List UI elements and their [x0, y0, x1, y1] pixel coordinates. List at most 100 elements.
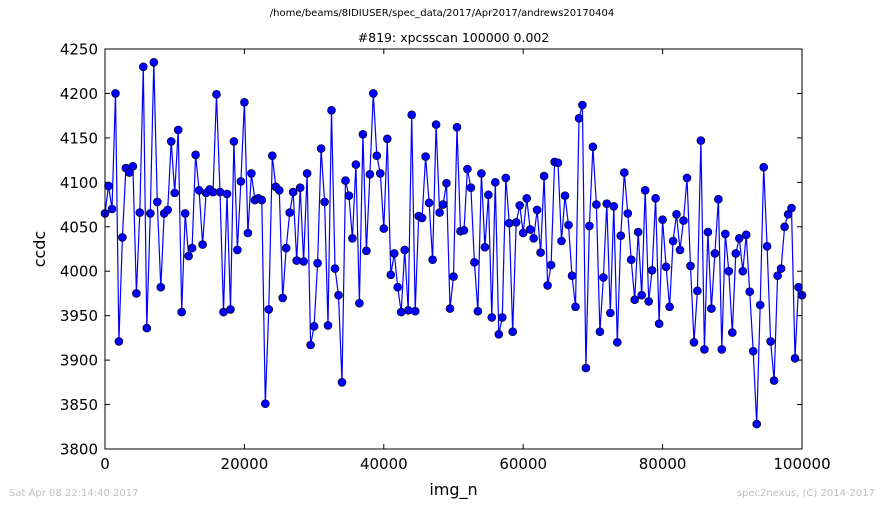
data-point	[466, 183, 476, 192]
data-point	[769, 376, 779, 385]
data-point	[355, 298, 364, 308]
data-point	[348, 234, 357, 243]
data-point	[407, 110, 417, 120]
data-point	[421, 152, 430, 161]
data-point	[755, 300, 765, 310]
data-point	[389, 249, 399, 258]
data-point	[379, 224, 389, 233]
data-point	[156, 282, 166, 292]
data-point	[139, 62, 148, 72]
data-point	[609, 202, 619, 211]
data-point	[118, 233, 127, 242]
data-point	[741, 230, 751, 240]
data-point	[557, 236, 566, 246]
data-point	[177, 307, 186, 317]
data-point	[240, 98, 249, 107]
chart-marks	[100, 57, 807, 429]
data-point	[571, 302, 580, 312]
data-point	[490, 178, 500, 187]
data-point	[585, 221, 594, 231]
data-point	[616, 231, 626, 240]
data-point	[323, 321, 333, 330]
data-point	[633, 227, 643, 237]
data-point	[281, 243, 291, 253]
data-point	[745, 287, 755, 297]
data-point	[463, 164, 472, 174]
data-point	[306, 340, 315, 350]
x-tick-label: 60000	[499, 455, 547, 473]
data-point	[316, 144, 326, 153]
data-point	[654, 319, 664, 329]
data-point	[703, 227, 713, 237]
data-point	[477, 169, 486, 178]
data-point	[198, 240, 207, 249]
data-point	[128, 162, 138, 171]
plot-frame	[104, 48, 803, 450]
data-point	[372, 151, 382, 160]
data-point	[693, 286, 702, 296]
data-point	[717, 345, 727, 354]
data-point	[149, 57, 159, 67]
data-point	[525, 225, 535, 234]
data-point	[431, 120, 441, 129]
data-point	[501, 173, 511, 183]
data-point	[424, 198, 434, 208]
data-point	[640, 186, 650, 195]
data-point	[222, 189, 232, 199]
data-point	[104, 181, 113, 191]
axis-ticks: 0 20000 40000 60000 80000 100000 3800 3850 3900 3…	[60, 41, 831, 474]
figure-suptitle: /home/beams/8IDIUSER/spec_data/2017/Apr2…	[269, 8, 615, 19]
data-point	[396, 307, 406, 317]
data-point	[153, 197, 162, 207]
data-point	[578, 100, 587, 110]
data-point	[320, 197, 329, 207]
data-point	[428, 255, 437, 265]
data-point	[484, 190, 493, 200]
data-point	[212, 90, 221, 99]
data-point	[435, 208, 444, 217]
data-point	[313, 258, 322, 268]
y-tick-label: 3850	[60, 396, 98, 414]
data-point	[497, 313, 507, 322]
data-point	[260, 399, 270, 409]
y-tick-label: 4250	[60, 41, 98, 59]
data-point	[170, 188, 179, 198]
data-point	[564, 220, 573, 230]
data-point	[368, 89, 378, 98]
data-point	[567, 271, 577, 281]
timestamp-footer: Sat Apr 08 22:14:40 2017	[9, 488, 139, 499]
data-point	[532, 205, 542, 215]
data-point	[727, 328, 737, 337]
data-point	[672, 210, 681, 219]
data-point	[111, 89, 120, 98]
data-point	[759, 162, 769, 172]
data-point	[236, 177, 246, 186]
data-point	[184, 251, 193, 261]
data-point	[358, 130, 368, 139]
data-point	[592, 200, 601, 209]
data-point	[522, 194, 532, 203]
data-point	[278, 293, 288, 303]
data-point	[341, 176, 350, 185]
data-point	[299, 257, 308, 266]
data-point	[233, 245, 242, 255]
data-point	[487, 313, 497, 322]
data-point	[515, 201, 525, 210]
data-point	[560, 191, 570, 200]
data-point	[658, 215, 667, 224]
y-tick-label: 4100	[60, 174, 98, 192]
copyright-footer: spec2nexus, (C) 2014-2017	[736, 488, 875, 499]
data-point	[382, 134, 392, 144]
data-point	[180, 209, 190, 218]
data-point	[647, 265, 657, 275]
data-point	[302, 169, 312, 178]
x-tick-label: 40000	[360, 455, 408, 473]
data-point	[707, 304, 716, 313]
data-point	[529, 234, 539, 243]
data-point	[536, 248, 545, 257]
x-tick-label: 80000	[639, 455, 687, 473]
data-point	[508, 327, 518, 337]
data-point	[626, 255, 636, 265]
data-point	[619, 168, 629, 177]
